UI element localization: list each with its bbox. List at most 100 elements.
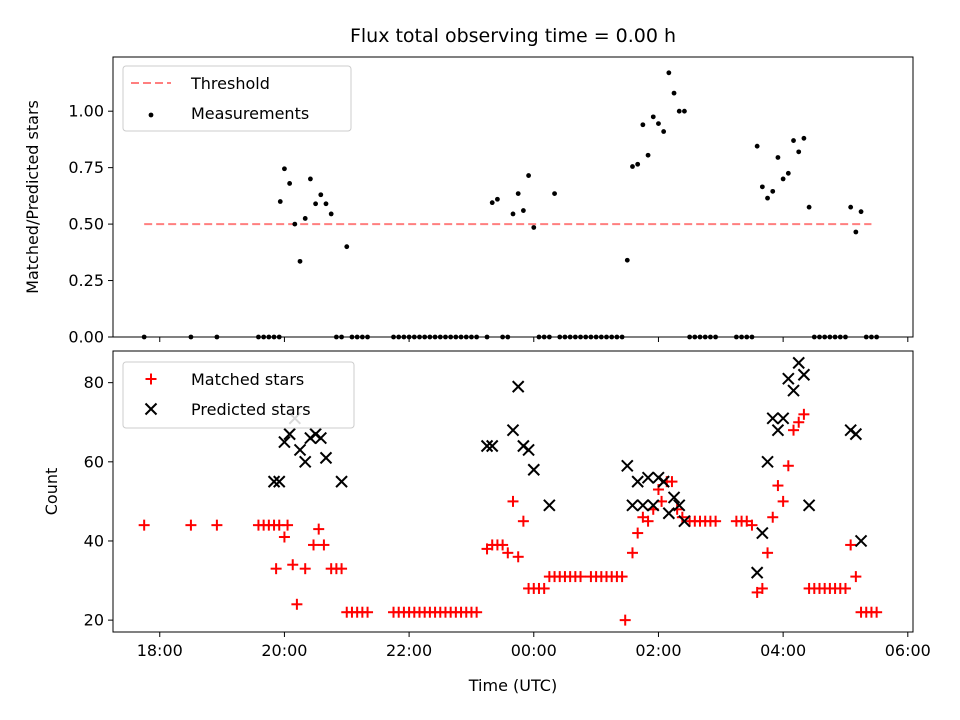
matched-point — [507, 495, 519, 507]
predicted-marker-b — [662, 507, 676, 520]
measurement-point — [817, 334, 822, 340]
matched-point — [850, 571, 862, 583]
measurement-point — [614, 334, 620, 340]
matched-point — [839, 582, 851, 594]
predicted-point — [792, 356, 805, 370]
predicted-marker-b — [273, 475, 286, 488]
matched-point — [793, 416, 805, 428]
measurement-point — [422, 334, 428, 340]
measurement-point — [365, 334, 370, 340]
predicted-point — [506, 423, 520, 437]
measurement-point — [526, 173, 531, 178]
measurement-point — [635, 161, 641, 167]
measurement-point — [287, 181, 293, 186]
predicted-marker-b — [657, 475, 670, 488]
predicted-point — [802, 499, 816, 512]
measurement-point — [505, 334, 511, 340]
matched-point — [185, 519, 197, 531]
matched-point — [362, 606, 374, 618]
predicted-point — [314, 431, 327, 445]
measurement-point — [837, 334, 843, 340]
measurement-point — [791, 138, 796, 143]
top-panel: 0.00 0.25 0.50 0.75 1.00 Matched/Predicted st… — [23, 56, 914, 347]
measurement-point — [567, 334, 573, 340]
measurement-point — [302, 216, 308, 221]
measurement-point — [323, 201, 329, 207]
predicted-point — [647, 499, 660, 512]
predicted-marker-b — [756, 526, 769, 540]
measurement-point — [676, 108, 682, 114]
legend-threshold-label: Threshold — [190, 74, 270, 93]
measurement-point — [510, 211, 516, 217]
measurement-point — [256, 334, 261, 340]
predicted-point — [511, 380, 525, 393]
measurement-point — [520, 208, 526, 213]
predicted-point — [335, 475, 348, 488]
matched-point — [767, 511, 779, 523]
measurement-point — [832, 334, 838, 340]
measurement-point — [780, 176, 786, 182]
measurement-point — [552, 191, 557, 197]
measurement-point — [188, 334, 194, 340]
measurement-point — [843, 334, 848, 340]
measurement-point — [308, 176, 313, 182]
predicted-point — [771, 423, 785, 437]
matched-point — [626, 547, 638, 559]
predicted-point — [283, 427, 296, 441]
measurement-point — [848, 204, 854, 210]
measurement-point — [650, 114, 656, 120]
measurement-point — [754, 143, 760, 149]
predicted-point — [621, 459, 634, 472]
matched-point — [642, 515, 654, 527]
measurement-point — [427, 334, 433, 340]
measurement-point — [266, 334, 272, 340]
measurement-point — [557, 334, 563, 340]
measurement-point — [692, 334, 698, 340]
matched-point — [471, 606, 483, 618]
predicted-point — [761, 455, 774, 469]
predicted-marker-b — [314, 431, 327, 445]
measurement-point — [541, 334, 547, 340]
x-tick-label: 06:00 — [885, 641, 931, 660]
measurement-point — [578, 334, 583, 340]
predicted-marker-b — [522, 443, 535, 457]
predicted-point — [849, 427, 863, 441]
predicted-marker-b — [293, 443, 307, 457]
measurement-point — [489, 200, 495, 206]
measurement-point — [391, 334, 396, 340]
measurement-point — [484, 334, 490, 340]
measurement-point — [624, 257, 630, 263]
measurement-point — [354, 334, 360, 340]
measurement-point — [515, 191, 521, 197]
predicted-marker-b — [636, 499, 650, 512]
measurement-point — [869, 334, 874, 340]
measurement-point — [806, 204, 812, 210]
predicted-point — [750, 566, 764, 579]
measurement-point — [572, 334, 578, 340]
y-tick-label: 80 — [84, 373, 104, 392]
matched-point — [756, 582, 768, 594]
predicted-marker-b — [787, 384, 800, 397]
legend-box — [122, 361, 355, 429]
predicted-marker-b — [854, 534, 868, 548]
axes-frame — [112, 350, 914, 633]
measurement-point — [666, 70, 672, 76]
measurement-point — [713, 334, 718, 340]
legend-measurements-label: Measurements — [191, 104, 309, 123]
matched-point — [211, 519, 223, 531]
matched-point — [287, 559, 299, 571]
matched-point — [318, 539, 330, 551]
measurement-point — [874, 334, 880, 340]
measurement-point — [733, 334, 739, 340]
measurement-point — [411, 334, 417, 340]
measurement-point — [333, 334, 339, 340]
legend-predicted-label: Predicted stars — [191, 400, 311, 419]
y-tick-label: 40 — [84, 531, 104, 550]
legend-predicted-swatch-b — [144, 402, 158, 416]
matched-point — [282, 519, 294, 531]
measurement-point — [344, 244, 350, 250]
measurement-point — [656, 121, 661, 127]
predicted-marker-b — [335, 475, 348, 488]
predicted-point — [787, 384, 800, 397]
